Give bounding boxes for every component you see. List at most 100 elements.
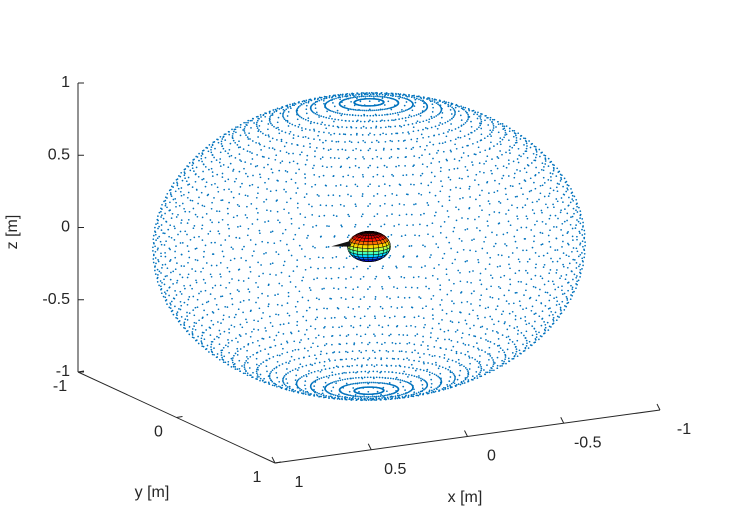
point xyxy=(485,160,487,163)
point xyxy=(438,112,441,115)
point xyxy=(356,185,359,188)
point xyxy=(286,302,289,304)
point xyxy=(583,252,586,255)
point xyxy=(559,277,561,280)
point xyxy=(565,254,568,257)
point xyxy=(377,109,380,111)
point xyxy=(479,229,481,232)
point xyxy=(417,275,420,278)
point xyxy=(450,150,452,153)
point xyxy=(575,287,577,290)
point xyxy=(265,330,267,332)
point xyxy=(322,147,325,150)
point xyxy=(544,160,547,162)
point xyxy=(335,256,338,258)
point xyxy=(328,109,331,111)
point xyxy=(297,135,300,138)
point xyxy=(509,278,511,281)
point xyxy=(231,278,233,280)
point xyxy=(375,397,378,400)
point xyxy=(433,373,436,376)
point xyxy=(492,127,495,129)
point xyxy=(278,169,281,172)
point xyxy=(511,129,514,132)
point xyxy=(508,312,511,315)
point xyxy=(299,377,301,380)
point xyxy=(275,372,278,374)
point xyxy=(239,323,242,326)
point xyxy=(382,386,385,389)
point xyxy=(544,154,547,157)
point xyxy=(262,379,264,382)
point xyxy=(169,259,172,261)
point xyxy=(564,208,566,210)
point xyxy=(528,258,531,260)
point xyxy=(328,392,331,394)
point xyxy=(255,207,258,210)
point xyxy=(398,214,401,217)
point xyxy=(469,362,471,365)
point xyxy=(174,250,176,253)
point xyxy=(488,358,490,361)
point xyxy=(352,382,355,385)
surface-face xyxy=(372,244,379,249)
point xyxy=(345,335,348,337)
point xyxy=(501,177,503,180)
point xyxy=(328,395,330,398)
point xyxy=(171,212,174,215)
point xyxy=(508,139,510,142)
point xyxy=(194,328,197,331)
point xyxy=(333,235,336,237)
point xyxy=(362,139,365,142)
point xyxy=(391,193,394,195)
point xyxy=(179,242,182,244)
point xyxy=(530,344,533,347)
point xyxy=(415,376,418,378)
point xyxy=(297,391,300,393)
point xyxy=(479,326,482,329)
point xyxy=(547,157,550,160)
point xyxy=(352,326,355,329)
point xyxy=(367,371,369,374)
point xyxy=(325,97,328,100)
point xyxy=(369,132,371,135)
point xyxy=(378,93,381,95)
point xyxy=(441,101,444,104)
point xyxy=(263,252,265,255)
point xyxy=(294,233,297,236)
point xyxy=(247,119,250,122)
point xyxy=(413,183,415,186)
point xyxy=(581,228,583,231)
point xyxy=(525,339,528,342)
point xyxy=(251,183,254,186)
point xyxy=(354,165,357,167)
point xyxy=(233,354,235,357)
point xyxy=(404,389,406,391)
point xyxy=(553,283,555,286)
point xyxy=(424,127,427,129)
point xyxy=(397,296,400,298)
point xyxy=(306,154,309,157)
point xyxy=(328,124,330,127)
point xyxy=(332,111,335,113)
point xyxy=(174,227,176,230)
point xyxy=(157,259,159,261)
point xyxy=(367,134,370,136)
point xyxy=(267,157,270,160)
point xyxy=(301,296,304,299)
point xyxy=(430,382,433,385)
point xyxy=(498,211,501,214)
point xyxy=(520,352,522,355)
point xyxy=(267,241,269,244)
point xyxy=(232,196,235,199)
point xyxy=(386,107,389,110)
point xyxy=(480,283,483,286)
point xyxy=(421,172,424,175)
point xyxy=(477,146,480,149)
point xyxy=(247,227,250,230)
point xyxy=(554,288,557,291)
point xyxy=(514,318,517,321)
point xyxy=(338,195,341,197)
point xyxy=(272,356,275,358)
point xyxy=(169,248,171,251)
